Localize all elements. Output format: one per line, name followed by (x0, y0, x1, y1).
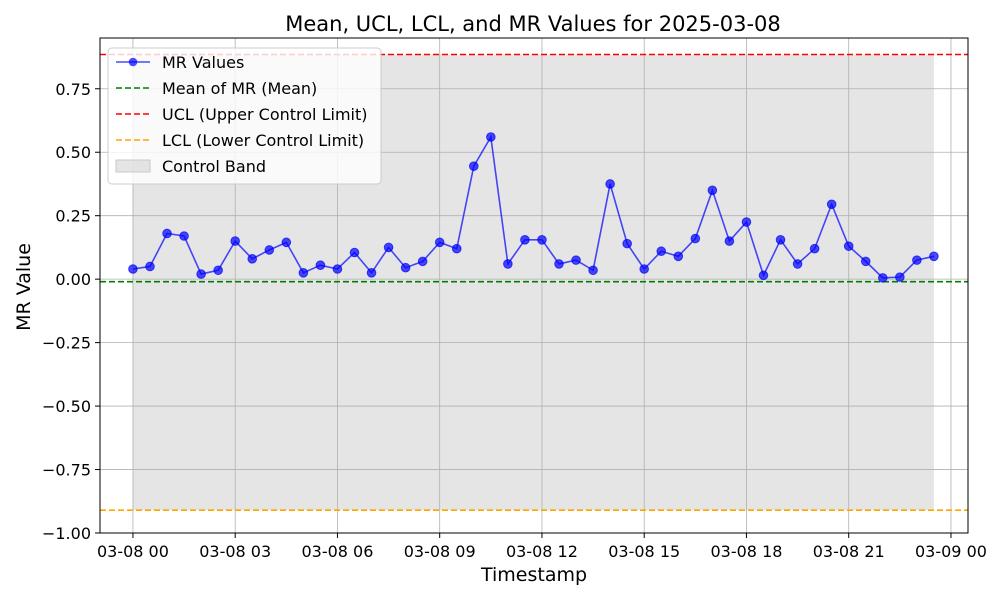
mr-point (298, 268, 309, 278)
mr-point (639, 264, 650, 274)
mr-point (281, 237, 292, 248)
mr-point (247, 254, 258, 264)
mr-point (895, 272, 905, 282)
mr-point (741, 217, 752, 227)
mr-point (571, 255, 581, 265)
x-tick-label: 03-08 00 (97, 542, 169, 561)
legend-label: Control Band (162, 157, 266, 176)
x-tick-label: 03-09 00 (915, 542, 987, 561)
mr-point (434, 237, 445, 248)
mr-point (809, 243, 820, 254)
axes-layer (99, 37, 969, 534)
mr-point (929, 251, 939, 262)
mr-point (843, 241, 854, 251)
mr-point (468, 161, 479, 171)
mr-point (554, 259, 564, 269)
legend-marker-mr (128, 57, 138, 67)
y-tick-label: 0.00 (55, 270, 91, 289)
y-tick-label: 0.25 (55, 207, 91, 226)
mr-point (145, 261, 155, 272)
legend-frame (107, 47, 382, 185)
y-axis-label: MR Value (13, 243, 35, 331)
legend-label: LCL (Lower Control Limit) (162, 131, 364, 150)
x-tick-label: 03-08 09 (404, 542, 476, 561)
y-tick-label: −0.25 (42, 334, 91, 353)
x-tick-label: 03-08 03 (199, 542, 271, 561)
mr-point (196, 269, 206, 279)
legend-swatch-band (115, 159, 151, 173)
mr-point (537, 235, 547, 245)
mr-point (792, 259, 803, 269)
legend-items: MR Values Mean of MR (Mean) UCL (Upper Con… (115, 53, 367, 176)
legend-label: UCL (Upper Control Limit) (162, 105, 367, 124)
chart-title: Mean, UCL, LCL, and MR Values for 2025-0… (285, 12, 781, 36)
x-tick-label: 03-08 18 (710, 542, 782, 561)
y-tick-label: −1.00 (42, 524, 91, 543)
mr-point (349, 247, 360, 258)
mr-point (400, 262, 411, 273)
y-tick-label: −0.50 (42, 397, 91, 416)
mr-point (775, 235, 786, 245)
mr-point (826, 199, 837, 210)
mr-point (724, 236, 735, 246)
mr-point (332, 264, 343, 274)
ticks-layer: 03-08 00 03-08 03 03-08 06 03-08 09 03-08 12… (42, 80, 987, 561)
mr-point (383, 242, 394, 253)
mr-point (366, 268, 377, 278)
mr-point (758, 270, 769, 281)
mr-point (656, 246, 667, 257)
y-tick-label: 0.75 (55, 80, 91, 99)
mr-point (315, 260, 326, 270)
x-tick-label: 03-08 12 (506, 542, 578, 561)
mr-point (520, 235, 530, 245)
x-tick-label: 03-08 06 (301, 542, 373, 561)
mr-point (707, 185, 718, 196)
series-layer (128, 132, 939, 283)
legend-label: MR Values (162, 53, 244, 72)
mr-point (128, 264, 138, 274)
mr-point (162, 228, 172, 239)
mr-point (860, 256, 871, 267)
mr-point (673, 251, 684, 262)
x-axis-label: Timestamp (480, 564, 587, 586)
x-tick-label: 03-08 21 (813, 542, 885, 561)
mr-point (213, 265, 223, 276)
plot-frame (99, 37, 969, 534)
mr-point (179, 231, 189, 241)
mr-point (690, 233, 701, 244)
mr-point (605, 179, 615, 189)
mr-point (451, 243, 462, 254)
mr-point (503, 259, 513, 269)
mr-point (264, 245, 275, 255)
mr-point (230, 236, 240, 246)
y-tick-label: 0.50 (55, 143, 91, 162)
mr-point (588, 265, 598, 276)
legend-label: Mean of MR (Mean) (162, 79, 317, 98)
x-tick-label: 03-08 15 (608, 542, 680, 561)
mr-point (417, 256, 428, 267)
mr-point (877, 273, 888, 283)
mr-point (622, 238, 632, 249)
y-tick-label: −0.75 (42, 461, 91, 480)
mr-point (912, 255, 922, 265)
mr-point (486, 132, 496, 142)
legend: MR Values Mean of MR (Mean) UCL (Upper Con… (107, 47, 382, 185)
